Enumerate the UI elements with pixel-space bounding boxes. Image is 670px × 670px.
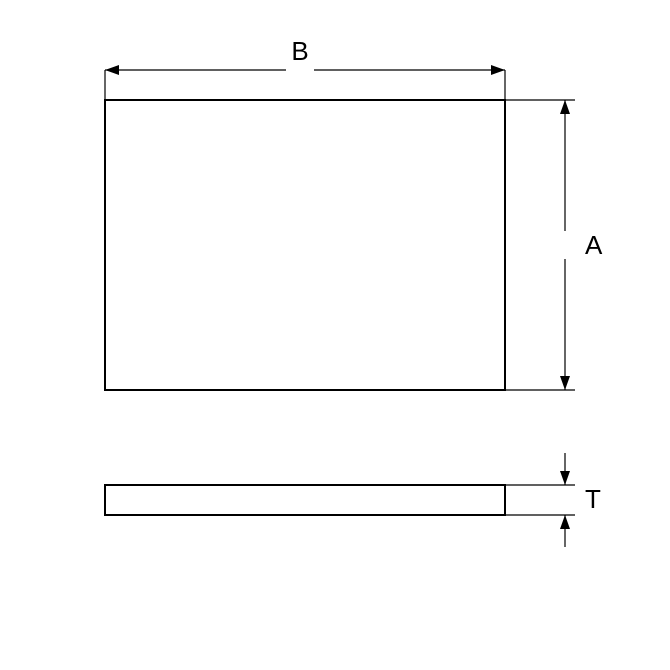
dim-t-arrow-top [560,471,570,485]
dim-t-label: T [585,484,601,514]
side-view-rectangle [105,485,505,515]
dimension-b: B [105,36,505,100]
dim-b-arrow-right [491,65,505,75]
dimension-t: T [505,453,601,547]
dimension-a: A [505,100,603,390]
dim-a-arrow-top [560,100,570,114]
dimension-drawing: B A T [0,0,670,670]
dim-a-label: A [585,230,603,260]
dim-t-arrow-bottom [560,515,570,529]
dim-b-arrow-left [105,65,119,75]
dim-a-arrow-bottom [560,376,570,390]
top-view-rectangle [105,100,505,390]
dim-b-label: B [291,36,308,66]
